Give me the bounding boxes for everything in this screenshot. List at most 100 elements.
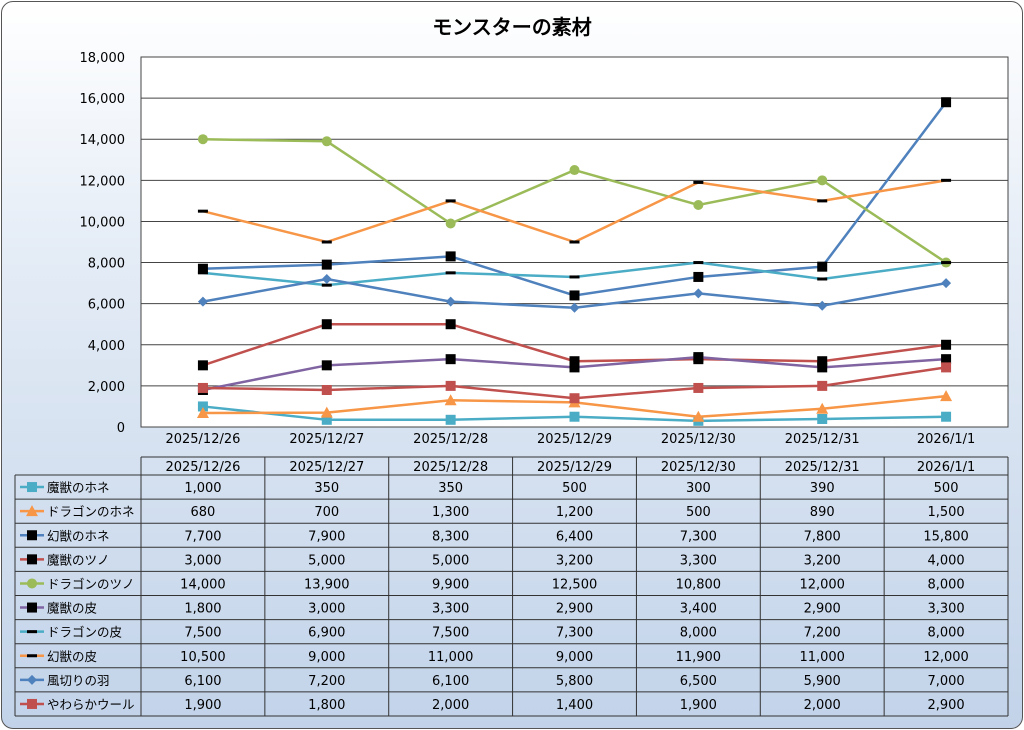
data-point [445, 296, 456, 307]
table-cell: 2,900 [804, 602, 841, 617]
data-point [444, 394, 457, 406]
table-cell: 3,400 [680, 602, 717, 617]
table-cell: 500 [934, 481, 959, 496]
table-cell: 2,900 [927, 698, 964, 713]
table-cell: 7,300 [556, 626, 593, 641]
table-cell: 3,000 [308, 602, 345, 617]
data-point [321, 283, 332, 287]
data-point [320, 406, 333, 418]
y-tick-label: 0 [117, 421, 125, 436]
y-tick-label: 14,000 [80, 133, 126, 148]
data-point [197, 296, 208, 307]
table-cell: 3,300 [927, 602, 964, 617]
data-point [569, 356, 580, 367]
table-cell: 11,900 [676, 650, 722, 665]
chart-title: モンスターの素材 [432, 15, 592, 39]
y-tick-label: 10,000 [80, 215, 126, 230]
data-point [321, 385, 332, 395]
series-label: 魔獣のツノ [47, 552, 110, 567]
data-point [197, 382, 208, 393]
series-7 [197, 261, 952, 287]
y-tick-label: 6,000 [88, 298, 125, 313]
series-label: 幻獣の皮 [47, 649, 97, 664]
x-tick-label: 2025/12/31 [785, 432, 860, 447]
table-cell: 1,800 [308, 698, 345, 713]
data-point [817, 277, 828, 281]
series-label: ドラゴンのツノ [47, 576, 135, 591]
table-cell: 6,500 [680, 674, 717, 689]
data-point [445, 414, 456, 425]
table-cell: 4,000 [927, 553, 964, 568]
data-point [321, 414, 332, 425]
table-cell: 7,700 [184, 529, 221, 544]
data-point [197, 209, 208, 213]
data-point [27, 482, 37, 493]
data-point [321, 240, 332, 244]
data-point [817, 362, 828, 373]
table-cell: 5,900 [804, 674, 841, 689]
table-cell: 2,000 [804, 698, 841, 713]
data-point [569, 275, 580, 279]
series-label: 幻獣のホネ [47, 528, 110, 543]
data-point [941, 261, 952, 265]
table-cell: 7,200 [308, 674, 345, 689]
legend-key [20, 674, 44, 685]
series-10 [197, 362, 952, 404]
data-point [693, 261, 704, 265]
data-point [693, 382, 704, 393]
data-point [445, 218, 456, 229]
data-point [941, 411, 952, 422]
data-point [196, 407, 209, 419]
table-cell: 300 [686, 481, 711, 496]
series-label: ドラゴンの皮 [47, 625, 122, 640]
table-header: 2025/12/31 [785, 460, 860, 475]
legend-key [20, 505, 44, 517]
data-point [693, 352, 704, 363]
table-cell: 890 [810, 505, 835, 520]
data-point [817, 261, 828, 272]
data-point [941, 354, 952, 365]
data-point [941, 339, 952, 350]
data-point [445, 319, 456, 330]
table-cell: 3,300 [680, 553, 717, 568]
table-cell: 7,200 [804, 626, 841, 641]
table-cell: 9,000 [556, 650, 593, 665]
data-point [569, 362, 580, 373]
table-cell: 500 [562, 481, 587, 496]
x-tick-label: 2025/12/29 [537, 432, 612, 447]
table-cell: 10,800 [676, 577, 722, 592]
table-cell: 8,300 [432, 529, 469, 544]
x-tick-label: 2025/12/28 [413, 432, 488, 447]
data-point [445, 199, 456, 203]
table-cell: 6,400 [556, 529, 593, 544]
data-point [321, 136, 332, 147]
data-point [693, 288, 704, 299]
data-point [569, 240, 580, 244]
data-point [197, 401, 208, 412]
table-cell: 2,900 [556, 602, 593, 617]
table-cell: 15,800 [923, 529, 969, 544]
series-9 [197, 274, 952, 313]
data-point [27, 578, 37, 589]
data-point [27, 654, 37, 658]
y-tick-label: 12,000 [80, 174, 126, 189]
x-tick-label: 2025/12/30 [661, 432, 736, 447]
x-tick-label: 2025/12/27 [289, 432, 364, 447]
table-cell: 1,900 [680, 698, 717, 713]
table-cell: 7,500 [184, 626, 221, 641]
data-point [569, 165, 580, 176]
data-point [940, 390, 953, 402]
data-point [321, 360, 332, 371]
table-cell: 10,500 [180, 650, 226, 665]
table-cell: 13,900 [304, 577, 350, 592]
legend-key [20, 482, 44, 493]
plot-area: 0 2,000 4,000 6,000 8,000 10,000 12,000 14,000 1… [80, 51, 1009, 447]
table-cell: 12,000 [799, 577, 845, 592]
data-point [27, 554, 37, 565]
table-cell: 3,000 [184, 553, 221, 568]
data-point [445, 380, 456, 391]
data-point [321, 259, 332, 270]
data-point [693, 200, 704, 210]
data-point [26, 505, 38, 517]
data-point [816, 402, 829, 414]
